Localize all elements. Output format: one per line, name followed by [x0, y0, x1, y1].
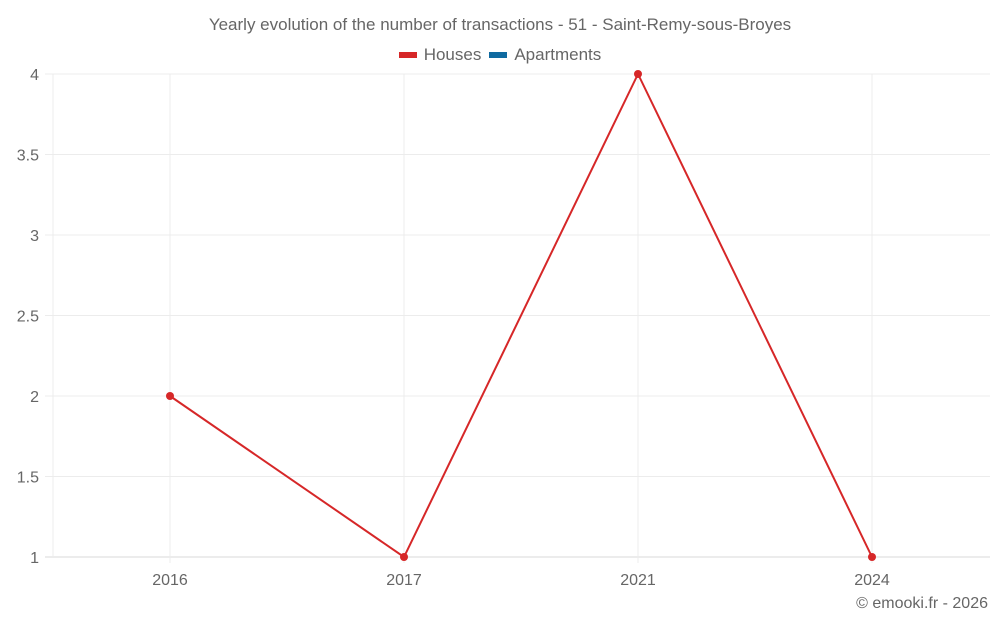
chart-legend: Houses Apartments: [0, 45, 1000, 65]
legend-item-houses[interactable]: Houses: [398, 45, 482, 65]
y-tick-label: 2.5: [17, 309, 39, 326]
x-tick-label: 2021: [620, 572, 656, 589]
copyright-credit: © emooki.fr - 2026: [856, 595, 988, 612]
houses-swatch-icon: [398, 52, 417, 58]
data-point-marker: [634, 70, 642, 78]
series-line-houses: [169, 71, 873, 559]
legend-label-apartments: Apartments: [514, 45, 602, 64]
data-point-marker: [868, 553, 876, 561]
data-point-marker: [400, 553, 408, 561]
x-tick-label: 2017: [386, 572, 422, 589]
y-tick-label: 2: [30, 389, 39, 406]
data-point-marker: [166, 392, 174, 400]
y-tick-label: 3: [30, 228, 39, 245]
apartments-swatch-icon: [489, 52, 508, 58]
y-tick-label: 1: [30, 550, 39, 567]
y-tick-label: 3.5: [17, 148, 39, 165]
chart-title: Yearly evolution of the number of transa…: [208, 15, 792, 34]
y-tick-label: 4: [30, 67, 39, 84]
legend-label-houses: Houses: [423, 45, 482, 64]
legend-item-apartments[interactable]: Apartments: [489, 45, 601, 65]
x-tick-label: 2024: [854, 572, 890, 589]
x-tick-label: 2016: [152, 572, 188, 589]
y-tick-label: 1.5: [17, 470, 39, 487]
